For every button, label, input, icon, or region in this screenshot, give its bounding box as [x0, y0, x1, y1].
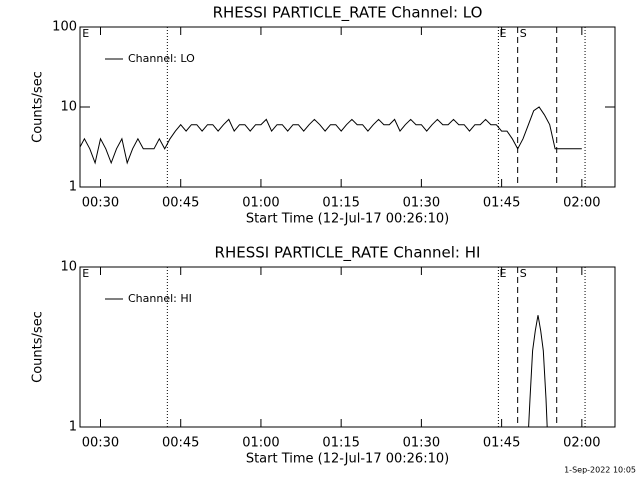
chart-title: RHESSI PARTICLE_RATE Channel: HI — [215, 244, 481, 263]
x-tick-label: 00:30 — [82, 436, 119, 451]
x-tick-label: 01:30 — [403, 436, 440, 451]
x-tick-label: 01:00 — [242, 436, 279, 451]
x-tick-label: 01:45 — [483, 196, 520, 211]
x-tick-label: 01:45 — [483, 436, 520, 451]
footer: 1-Sep-2022 10:05 — [564, 466, 636, 475]
event-label: S — [520, 267, 527, 280]
y-tick-label: 1 — [69, 420, 77, 435]
x-tick-label: 00:45 — [162, 436, 199, 451]
event-label: S — [520, 27, 527, 40]
event-label: E — [499, 27, 506, 40]
x-axis-label: Start Time (12-Jul-17 00:26:10) — [246, 452, 449, 467]
legend-label: Channel: LO — [128, 52, 195, 65]
y-tick-label: 100 — [52, 20, 77, 35]
x-tick-label: 00:30 — [82, 196, 119, 211]
x-tick-label: 01:30 — [403, 196, 440, 211]
y-tick-label: 10 — [60, 100, 77, 115]
event-label: E — [82, 267, 89, 280]
y-tick-label: 10 — [60, 260, 77, 275]
x-tick-label: 01:15 — [322, 196, 359, 211]
x-tick-label: 02:00 — [563, 436, 600, 451]
chart-title: RHESSI PARTICLE_RATE Channel: LO — [213, 4, 483, 23]
data-line — [80, 106, 582, 165]
event-label: E — [82, 27, 89, 40]
data-line — [528, 315, 548, 427]
x-tick-label: 01:00 — [242, 196, 279, 211]
event-label: E — [499, 267, 506, 280]
legend-label: Channel: HI — [128, 292, 192, 305]
plot-frame — [79, 266, 616, 428]
y-tick-label: 1 — [69, 180, 77, 195]
y-axis-label: Counts/sec — [31, 71, 46, 143]
y-axis-label: Counts/sec — [31, 311, 46, 383]
x-tick-label: 01:15 — [322, 436, 359, 451]
x-tick-label: 02:00 — [563, 196, 600, 211]
x-axis-label: Start Time (12-Jul-17 00:26:10) — [246, 212, 449, 227]
x-tick-label: 00:45 — [162, 196, 199, 211]
